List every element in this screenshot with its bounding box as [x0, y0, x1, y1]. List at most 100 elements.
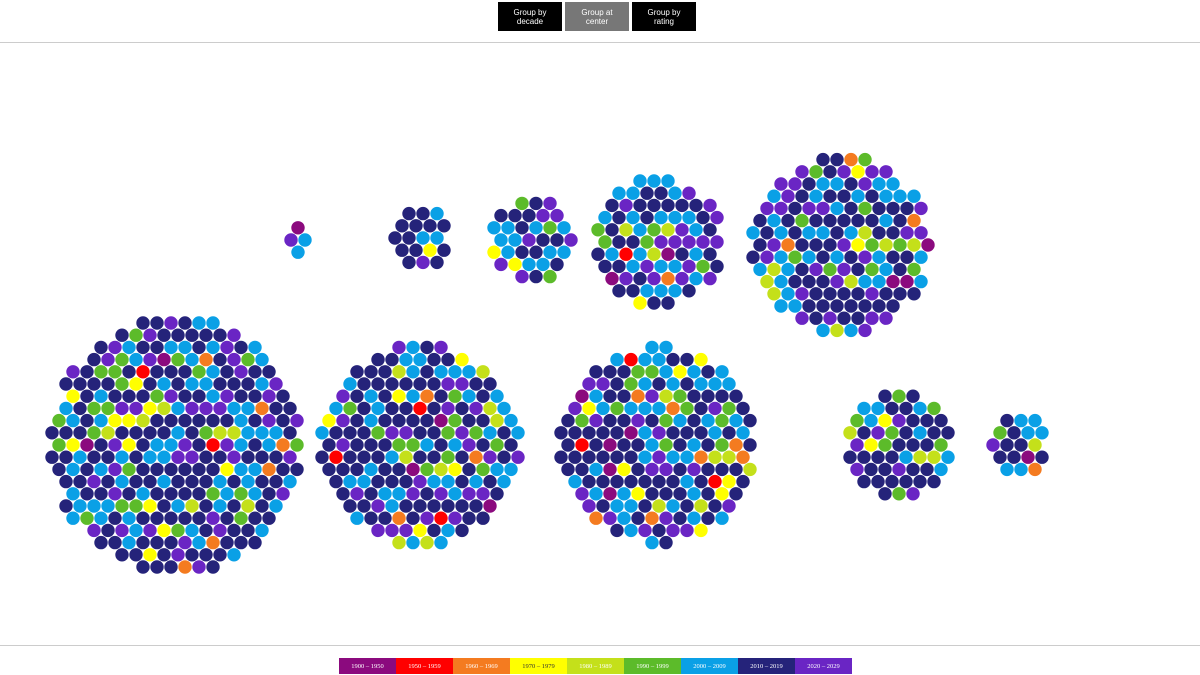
- bubble[interactable]: [906, 462, 920, 477]
- bubble[interactable]: [661, 296, 675, 310]
- bubble[interactable]: [94, 487, 108, 501]
- bubble[interactable]: [582, 377, 596, 391]
- bubble[interactable]: [476, 487, 490, 501]
- bubble[interactable]: [178, 438, 192, 452]
- bubble[interactable]: [185, 548, 199, 562]
- bubble[interactable]: [178, 413, 192, 428]
- bubble[interactable]: [248, 413, 262, 428]
- bubble[interactable]: [227, 352, 241, 367]
- bubble[interactable]: [143, 352, 157, 367]
- bubble[interactable]: [276, 413, 290, 428]
- bubble[interactable]: [659, 535, 673, 550]
- bubble[interactable]: [508, 208, 522, 223]
- bubble[interactable]: [701, 487, 715, 501]
- bubble[interactable]: [269, 377, 283, 391]
- bubble[interactable]: [101, 352, 115, 367]
- bubble[interactable]: [858, 177, 872, 191]
- bubble[interactable]: [633, 198, 647, 213]
- bubble[interactable]: [795, 238, 809, 252]
- bubble[interactable]: [283, 401, 297, 416]
- bubble[interactable]: [605, 271, 619, 286]
- bubble[interactable]: [767, 238, 781, 252]
- bubble[interactable]: [129, 450, 143, 464]
- bubble[interactable]: [596, 474, 610, 489]
- bubble[interactable]: [529, 245, 543, 259]
- bubble[interactable]: [504, 413, 518, 428]
- bubble[interactable]: [269, 401, 283, 416]
- bubble[interactable]: [108, 413, 122, 428]
- bubble[interactable]: [206, 438, 220, 452]
- bubble[interactable]: [427, 474, 441, 489]
- bubble[interactable]: [101, 499, 115, 513]
- bubble[interactable]: [483, 450, 497, 464]
- bubble[interactable]: [262, 413, 276, 428]
- bubble[interactable]: [248, 462, 262, 477]
- bubble[interactable]: [802, 201, 816, 216]
- bubble[interactable]: [336, 438, 350, 452]
- bubble[interactable]: [631, 487, 645, 501]
- bubble[interactable]: [715, 413, 729, 428]
- bubble[interactable]: [220, 365, 234, 379]
- bubble[interactable]: [647, 223, 661, 237]
- bubble[interactable]: [703, 223, 717, 237]
- bubble[interactable]: [94, 462, 108, 477]
- bubble[interactable]: [122, 487, 136, 501]
- bubble[interactable]: [612, 186, 626, 200]
- bubble[interactable]: [80, 511, 94, 525]
- bubble[interactable]: [87, 352, 101, 367]
- bubble[interactable]: [788, 250, 802, 264]
- bubble[interactable]: [52, 413, 66, 428]
- bubble[interactable]: [666, 450, 680, 464]
- bubble[interactable]: [696, 210, 710, 225]
- bubble[interactable]: [262, 462, 276, 477]
- bubble[interactable]: [399, 450, 413, 464]
- bubble[interactable]: [701, 413, 715, 428]
- bubble[interactable]: [638, 474, 652, 489]
- bubble[interactable]: [164, 389, 178, 403]
- bubble[interactable]: [659, 340, 673, 355]
- bubble[interactable]: [701, 389, 715, 403]
- bubble[interactable]: [434, 487, 448, 501]
- bubble[interactable]: [388, 231, 402, 245]
- bubble[interactable]: [652, 499, 666, 513]
- bubble[interactable]: [710, 210, 724, 225]
- bubble[interactable]: [673, 365, 687, 379]
- bubble[interactable]: [448, 365, 462, 379]
- bubble[interactable]: [357, 450, 371, 464]
- bubble[interactable]: [385, 499, 399, 513]
- bubble[interactable]: [619, 247, 633, 261]
- bubble[interactable]: [645, 462, 659, 477]
- bubble[interactable]: [171, 426, 185, 440]
- bubble[interactable]: [603, 365, 617, 379]
- bubble[interactable]: [659, 413, 673, 428]
- bubble[interactable]: [87, 450, 101, 464]
- bubble[interactable]: [136, 560, 150, 574]
- bubble[interactable]: [1028, 413, 1042, 428]
- bubble[interactable]: [550, 257, 564, 272]
- bubble[interactable]: [837, 213, 851, 228]
- bubble[interactable]: [206, 365, 220, 379]
- bubble[interactable]: [385, 523, 399, 538]
- bubble[interactable]: [178, 487, 192, 501]
- bubble[interactable]: [564, 233, 578, 247]
- bubble[interactable]: [878, 462, 892, 477]
- bubble[interactable]: [329, 450, 343, 464]
- bubble[interactable]: [1028, 462, 1042, 477]
- bubble[interactable]: [427, 352, 441, 367]
- bubble[interactable]: [329, 426, 343, 440]
- bubble[interactable]: [610, 426, 624, 440]
- bubble[interactable]: [234, 462, 248, 477]
- bubble[interactable]: [192, 413, 206, 428]
- bubble[interactable]: [729, 462, 743, 477]
- bubble[interactable]: [694, 523, 708, 538]
- bubble[interactable]: [743, 438, 757, 452]
- bubble[interactable]: [865, 311, 879, 325]
- bubble[interactable]: [178, 365, 192, 379]
- bubble[interactable]: [455, 474, 469, 489]
- bubble[interactable]: [652, 401, 666, 416]
- bubble[interactable]: [729, 389, 743, 403]
- bubble[interactable]: [395, 243, 409, 257]
- bubble[interactable]: [378, 365, 392, 379]
- bubble[interactable]: [455, 450, 469, 464]
- bubble[interactable]: [364, 511, 378, 525]
